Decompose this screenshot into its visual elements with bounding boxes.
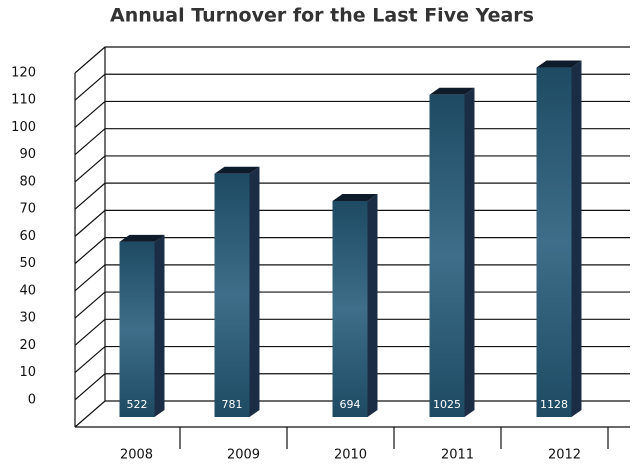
bar-side	[367, 193, 378, 417]
y-tick-label: 50	[19, 256, 36, 271]
bar-side	[571, 60, 582, 418]
grid-line	[74, 73, 630, 101]
y-tick-label: 70	[19, 202, 36, 217]
x-tick-label: 2009	[227, 448, 260, 463]
bar-top	[214, 166, 260, 174]
bar	[536, 67, 572, 418]
bar-inner-label: 522	[127, 398, 148, 411]
bar-side	[249, 166, 260, 417]
y-tick-label: 20	[19, 338, 36, 353]
x-tick-label: 2012	[548, 448, 581, 463]
y-tick-label: 80	[19, 174, 36, 189]
y-tick-label: 60	[19, 229, 36, 244]
x-tick-label: 2010	[334, 448, 367, 463]
bar-top	[119, 234, 165, 242]
bar-top	[332, 193, 378, 201]
y-tick-label: 100	[11, 120, 36, 135]
bar-side	[154, 234, 165, 417]
bar-inner-label: 1128	[540, 398, 568, 411]
bar	[214, 173, 250, 417]
y-tick-label: 30	[19, 311, 36, 326]
bar-inner-label: 781	[222, 398, 243, 411]
y-tick-label: 90	[19, 147, 36, 162]
y-tick-label: 10	[19, 365, 36, 380]
x-tick-label: 2008	[120, 448, 153, 463]
grid-line	[74, 46, 630, 74]
chart-title: Annual Turnover for the Last Five Years	[110, 5, 534, 27]
y-tick-label: 120	[11, 66, 36, 81]
bar	[119, 241, 155, 417]
bar-inner-label: 694	[340, 398, 361, 411]
y-tick-label: 40	[19, 283, 36, 298]
x-tick-label: 2011	[441, 448, 474, 463]
bar	[332, 200, 368, 417]
bar-top	[536, 60, 582, 68]
bar-side	[464, 87, 475, 418]
y-tick-label: 0	[28, 392, 36, 407]
bar-top	[429, 87, 475, 95]
bar-inner-label: 1025	[433, 398, 461, 411]
y-tick-label: 110	[11, 93, 36, 108]
bar	[429, 94, 465, 418]
